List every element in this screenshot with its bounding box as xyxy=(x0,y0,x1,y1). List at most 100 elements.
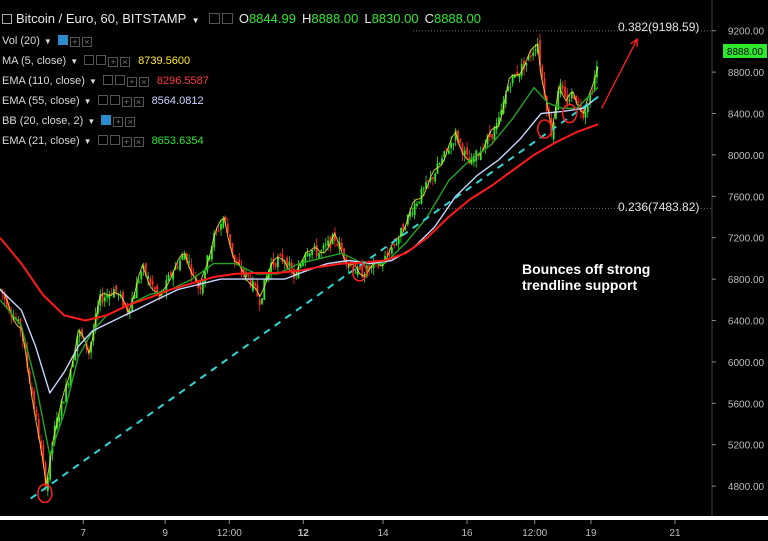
settings-icon[interactable] xyxy=(57,35,68,45)
candle-body-up xyxy=(584,112,587,118)
candle-body-down xyxy=(343,248,345,259)
plus-icon[interactable]: + xyxy=(69,37,80,47)
settings-icon[interactable] xyxy=(109,135,120,145)
candle-body-up xyxy=(509,86,512,88)
settings-icon[interactable] xyxy=(101,115,112,125)
x-tick-label: 9 xyxy=(162,528,168,539)
candle-body-up xyxy=(172,272,175,280)
candle-body-down xyxy=(249,277,252,287)
candle-body-up xyxy=(495,123,498,130)
candle-body-up xyxy=(69,369,72,388)
candle-body-down xyxy=(281,254,284,262)
x-tick-label: 14 xyxy=(377,528,389,539)
candle-body-up xyxy=(559,82,562,94)
settings-icon[interactable] xyxy=(109,95,120,105)
indicator-legend-row[interactable]: EMA (55, close) ▼ + × 8564.0812 xyxy=(2,94,204,109)
candle-body-up xyxy=(90,342,93,353)
bounce-circle xyxy=(37,483,53,504)
y-tick-label: 4800.00 xyxy=(728,482,765,493)
candle-body-up xyxy=(413,203,416,216)
eye-icon[interactable] xyxy=(97,135,108,145)
close-icon[interactable]: × xyxy=(81,37,92,47)
candle-body-down xyxy=(286,257,288,269)
chevron-down-icon[interactable]: ▼ xyxy=(88,77,97,86)
candle-body-up xyxy=(65,384,67,402)
candle-body-down xyxy=(368,265,371,271)
candle-body-up xyxy=(58,417,61,423)
indicator-legend-row[interactable]: Vol (20) ▼ + × xyxy=(2,34,94,49)
candle-body-down xyxy=(192,271,195,273)
plus-icon[interactable]: + xyxy=(108,57,119,67)
candle-body-up xyxy=(486,135,489,145)
indicator-name[interactable]: EMA (21, close) xyxy=(2,135,80,147)
indicator-name[interactable]: Vol (20) xyxy=(2,35,40,47)
indicator-name[interactable]: MA (5, close) xyxy=(2,55,67,67)
settings-icon[interactable] xyxy=(96,55,107,65)
chevron-down-icon[interactable]: ▼ xyxy=(83,97,92,106)
candle-body-up xyxy=(270,262,273,274)
chevron-down-icon[interactable]: ▼ xyxy=(43,37,52,46)
collapse-box-icon[interactable] xyxy=(2,14,12,24)
candle-body-up xyxy=(304,254,307,263)
close-icon[interactable]: × xyxy=(120,57,131,67)
candle-body-down xyxy=(491,134,494,139)
candle-body-down xyxy=(217,230,220,232)
indicator-name[interactable]: EMA (110, close) xyxy=(2,75,85,87)
y-tick-label: 5600.00 xyxy=(728,399,765,410)
eye-icon[interactable] xyxy=(209,13,221,24)
candle-body-up xyxy=(324,244,327,246)
chevron-down-icon[interactable]: ▼ xyxy=(83,137,92,146)
chevron-down-icon[interactable]: ▼ xyxy=(70,57,79,66)
eye-icon[interactable] xyxy=(84,55,95,65)
y-tick-label: 8000.00 xyxy=(728,151,765,162)
candle-body-up xyxy=(518,73,521,78)
close-icon[interactable]: × xyxy=(133,137,144,147)
indicator-value: 8296.5587 xyxy=(156,75,209,87)
plus-icon[interactable]: + xyxy=(113,117,124,127)
candle-body-up xyxy=(463,150,466,155)
indicator-name[interactable]: BB (20, close, 2) xyxy=(2,115,84,127)
annotation-text: Bounces off strong trendline support xyxy=(522,261,651,293)
bounce-circle xyxy=(561,103,578,124)
candle-body-up xyxy=(49,453,52,480)
candle-body-up xyxy=(511,74,514,84)
candle-body-up xyxy=(507,86,509,91)
plus-icon[interactable]: + xyxy=(121,97,132,107)
close-icon[interactable]: × xyxy=(133,97,144,107)
candle-body-down xyxy=(377,265,380,267)
candle-body-down xyxy=(247,273,250,277)
indicator-name[interactable]: EMA (55, close) xyxy=(2,95,80,107)
chevron-down-icon[interactable]: ▼ xyxy=(191,16,200,25)
indicator-legend-row[interactable]: EMA (21, close) ▼ + × 8653.6354 xyxy=(2,134,204,149)
indicator-legend-row[interactable]: EMA (110, close) ▼ + × 8296.5587 xyxy=(2,74,209,89)
candle-body-up xyxy=(354,272,357,274)
candle-body-up xyxy=(331,234,334,245)
candle-body-down xyxy=(30,386,33,395)
close-icon[interactable]: × xyxy=(138,77,149,87)
plus-icon[interactable]: + xyxy=(121,137,132,147)
settings-icon[interactable] xyxy=(222,13,234,24)
candle-body-down xyxy=(199,287,202,290)
chevron-down-icon[interactable]: ▼ xyxy=(87,117,96,126)
indicator-legend-row[interactable]: BB (20, close, 2) ▼ + × xyxy=(2,114,137,129)
candle-body-up xyxy=(60,400,63,416)
candle-body-up xyxy=(532,52,535,56)
candle-body-up xyxy=(452,143,455,145)
eye-icon[interactable] xyxy=(97,95,108,105)
indicator-legend-row[interactable]: MA (5, close) ▼ + × 8739.5600 xyxy=(2,54,190,69)
symbol-title[interactable]: Bitcoin / Euro, 60, BITSTAMP xyxy=(16,11,187,26)
settings-icon[interactable] xyxy=(114,75,125,85)
candle-body-down xyxy=(149,278,152,285)
candle-body-up xyxy=(390,247,393,254)
candle-body-down xyxy=(431,177,434,180)
plus-icon[interactable]: + xyxy=(126,77,137,87)
candle-body-up xyxy=(589,93,592,103)
candle-body-down xyxy=(336,244,339,246)
candle-body-up xyxy=(418,201,421,203)
candle-body-down xyxy=(459,139,462,143)
close-icon[interactable]: × xyxy=(125,117,136,127)
indicator-value: 8564.0812 xyxy=(151,95,204,107)
symbol-header: Bitcoin / Euro, 60, BITSTAMP ▼ O8844.99 H… xyxy=(2,11,487,26)
eye-icon[interactable] xyxy=(102,75,113,85)
